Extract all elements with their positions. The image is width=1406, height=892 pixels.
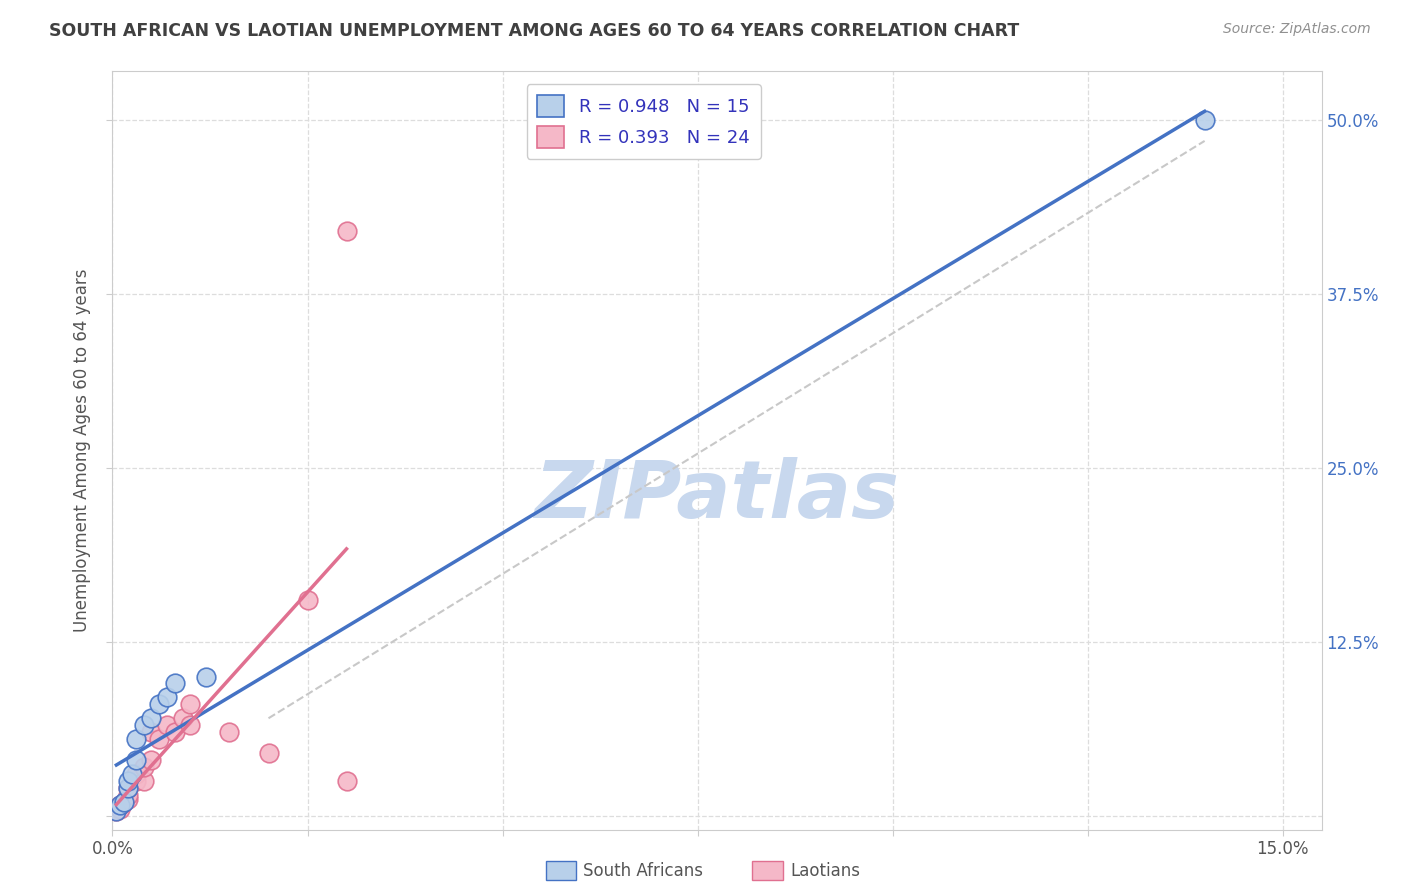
Y-axis label: Unemployment Among Ages 60 to 64 years: Unemployment Among Ages 60 to 64 years — [73, 268, 91, 632]
Point — [1194, 113, 1216, 128]
Point — [105, 805, 128, 819]
Point — [156, 718, 179, 732]
Text: ZIPatlas: ZIPatlas — [534, 457, 900, 535]
Point — [117, 792, 139, 806]
Point — [105, 805, 128, 819]
Text: South Africans: South Africans — [583, 863, 703, 880]
Point — [163, 676, 186, 690]
Point — [117, 788, 139, 802]
Text: Laotians: Laotians — [790, 863, 860, 880]
Point — [117, 780, 139, 795]
Point — [179, 718, 201, 732]
Point — [148, 698, 170, 712]
Point — [297, 593, 319, 607]
Point — [110, 797, 132, 812]
Point — [148, 732, 170, 747]
Point — [257, 746, 280, 760]
Point — [112, 795, 135, 809]
Point — [125, 767, 148, 781]
Point — [112, 795, 135, 809]
Point — [121, 767, 143, 781]
Point — [125, 773, 148, 788]
Point — [132, 760, 155, 774]
Text: Source: ZipAtlas.com: Source: ZipAtlas.com — [1223, 22, 1371, 37]
Point — [335, 224, 357, 238]
Point — [335, 773, 357, 788]
Point — [132, 773, 155, 788]
Text: SOUTH AFRICAN VS LAOTIAN UNEMPLOYMENT AMONG AGES 60 TO 64 YEARS CORRELATION CHAR: SOUTH AFRICAN VS LAOTIAN UNEMPLOYMENT AM… — [49, 22, 1019, 40]
Point — [125, 753, 148, 767]
Point — [195, 669, 218, 683]
Point — [141, 711, 163, 725]
Point — [125, 732, 148, 747]
Legend: R = 0.948   N = 15, R = 0.393   N = 24: R = 0.948 N = 15, R = 0.393 N = 24 — [527, 84, 761, 159]
Point — [172, 711, 194, 725]
Point — [132, 718, 155, 732]
Point — [117, 780, 139, 795]
Point — [110, 802, 132, 816]
Point — [156, 690, 179, 705]
Point — [141, 725, 163, 739]
Point — [117, 773, 139, 788]
Point — [163, 725, 186, 739]
Point — [110, 797, 132, 812]
Point — [141, 753, 163, 767]
Point — [179, 698, 201, 712]
Point — [218, 725, 240, 739]
